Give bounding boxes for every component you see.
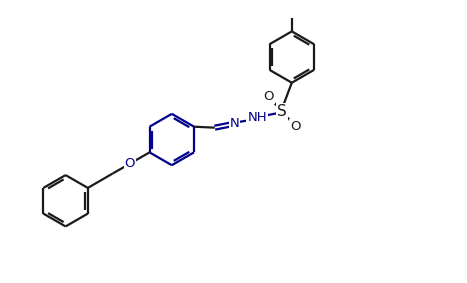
Text: O: O: [290, 120, 301, 133]
Text: O: O: [263, 90, 274, 103]
Text: NH: NH: [248, 111, 267, 124]
Text: N: N: [230, 117, 240, 130]
Text: S: S: [277, 104, 287, 119]
Text: O: O: [125, 157, 135, 170]
